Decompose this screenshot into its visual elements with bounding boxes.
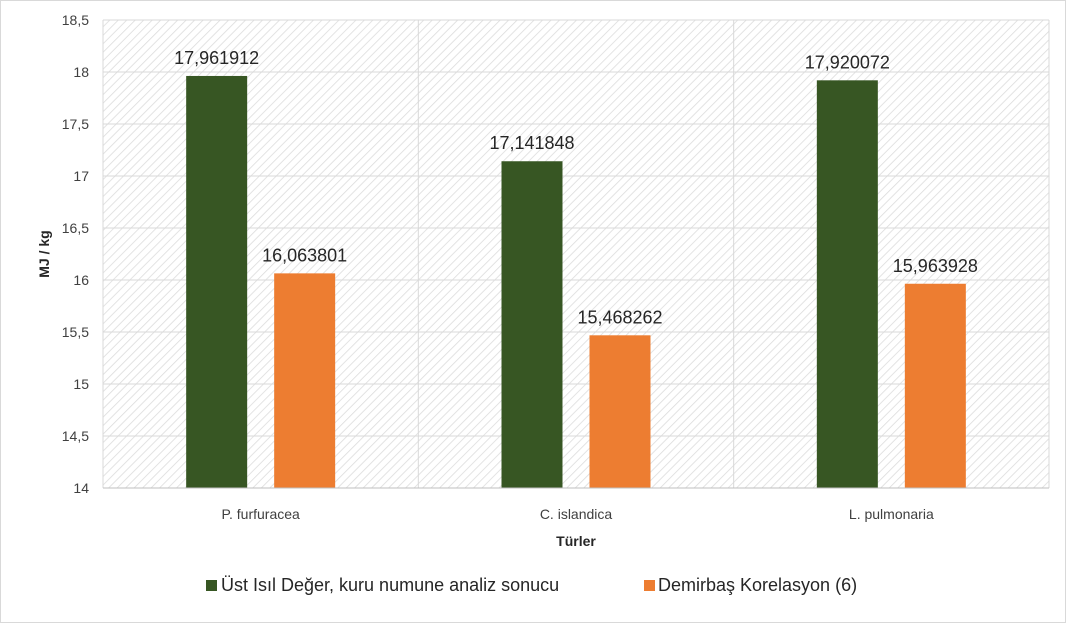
y-axis-title: MJ / kg <box>36 230 52 277</box>
bar-demirbas-korelasyon <box>274 273 336 488</box>
bar-demirbas-korelasyon <box>589 335 651 488</box>
data-labels: 17,961912 16,063801 17,141848 15,468262 17,9… <box>174 48 978 327</box>
bar-ust-isil-deger <box>501 161 563 488</box>
y-tick-label: 16,5 <box>62 220 89 236</box>
bars <box>186 75 966 489</box>
x-axis-title: Türler <box>556 533 596 549</box>
data-label: 17,920072 <box>805 52 890 72</box>
x-tick-label: P. furfuracea <box>221 506 300 522</box>
y-tick-label: 18 <box>73 64 89 80</box>
legend-label: Demirbaş Korelasyon (6) <box>658 575 857 595</box>
y-tick-label: 16 <box>73 272 89 288</box>
bar-demirbas-korelasyon <box>904 283 966 488</box>
bar-ust-isil-deger <box>186 75 248 488</box>
x-tick-label: C. islandica <box>540 506 613 522</box>
plot-area <box>103 20 1049 488</box>
legend-swatch <box>644 580 655 591</box>
y-tick-label: 14 <box>73 480 89 496</box>
data-label: 16,063801 <box>262 245 347 265</box>
x-tick-label: L. pulmonaria <box>849 506 934 522</box>
data-label: 17,961912 <box>174 48 259 68</box>
data-label: 17,141848 <box>489 133 574 153</box>
data-label: 15,468262 <box>577 307 662 327</box>
plot-background <box>103 20 1049 488</box>
y-tick-label: 15 <box>73 376 89 392</box>
y-tick-label: 18,5 <box>62 12 89 28</box>
y-tick-label: 17 <box>73 168 89 184</box>
y-tick-label: 14,5 <box>62 428 89 444</box>
legend: Üst Isıl Değer, kuru numune analiz sonuc… <box>206 575 857 595</box>
data-label: 15,963928 <box>893 256 978 276</box>
legend-label: Üst Isıl Değer, kuru numune analiz sonuc… <box>221 575 559 595</box>
axes: 14 14,5 15 15,5 16 16,5 17 17,5 18 18,5 P. furfura… <box>62 12 1049 522</box>
legend-swatch <box>206 580 217 591</box>
y-tick-label: 17,5 <box>62 116 89 132</box>
y-tick-label: 15,5 <box>62 324 89 340</box>
gridlines <box>102 19 1050 489</box>
bar-ust-isil-deger <box>816 80 878 489</box>
